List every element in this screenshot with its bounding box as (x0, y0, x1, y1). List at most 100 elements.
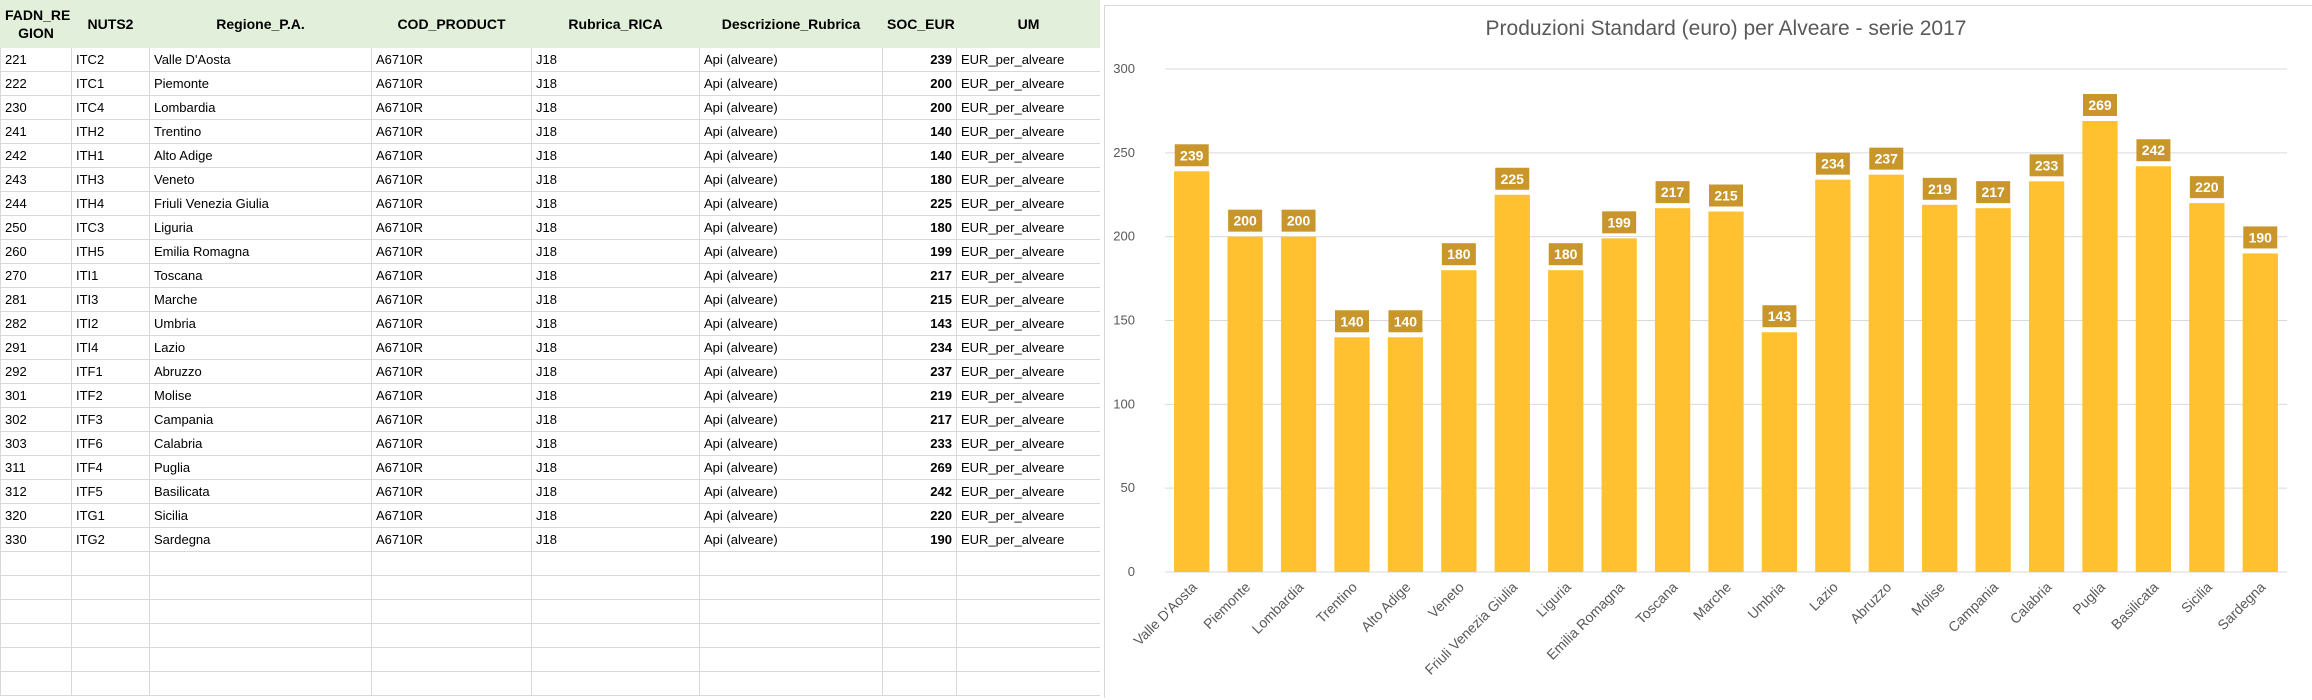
table-cell[interactable]: Basilicata (149, 479, 372, 504)
table-cell[interactable]: EUR_per_alveare (956, 479, 1100, 504)
table-cell[interactable]: Api (alveare) (699, 191, 883, 216)
table-cell[interactable]: 330 (0, 527, 72, 552)
table-cell[interactable]: ITF5 (71, 479, 150, 504)
table-cell[interactable]: Api (alveare) (699, 407, 883, 432)
table-cell[interactable]: Api (alveare) (699, 167, 883, 192)
empty-cell[interactable] (882, 551, 957, 576)
table-cell[interactable]: J18 (531, 527, 700, 552)
table-cell[interactable]: A6710R (371, 359, 532, 384)
table-cell[interactable]: EUR_per_alveare (956, 407, 1100, 432)
table-cell[interactable]: 242 (0, 143, 72, 168)
empty-cell[interactable] (699, 671, 883, 696)
empty-cell[interactable] (71, 599, 150, 624)
table-cell[interactable]: 281 (0, 287, 72, 312)
table-cell[interactable]: Alto Adige (149, 143, 372, 168)
table-cell[interactable]: Api (alveare) (699, 143, 883, 168)
table-cell[interactable]: EUR_per_alveare (956, 335, 1100, 360)
table-cell[interactable]: Api (alveare) (699, 431, 883, 456)
table-cell[interactable]: 320 (0, 503, 72, 528)
table-cell[interactable]: ITI3 (71, 287, 150, 312)
table-cell[interactable]: Api (alveare) (699, 119, 883, 144)
table-cell[interactable]: ITG1 (71, 503, 150, 528)
empty-cell[interactable] (71, 575, 150, 600)
table-cell[interactable]: Umbria (149, 311, 372, 336)
table-cell[interactable]: A6710R (371, 167, 532, 192)
chart-panel[interactable]: Produzioni Standard (euro) per Alveare -… (1104, 5, 2312, 698)
table-cell[interactable]: A6710R (371, 407, 532, 432)
table-cell[interactable]: 200 (882, 95, 957, 120)
table-cell[interactable]: A6710R (371, 455, 532, 480)
table-cell[interactable]: ITF1 (71, 359, 150, 384)
table-cell[interactable]: ITF3 (71, 407, 150, 432)
table-cell[interactable]: 140 (882, 143, 957, 168)
table-cell[interactable]: A6710R (371, 335, 532, 360)
table-cell[interactable]: ITF6 (71, 431, 150, 456)
table-cell[interactable]: EUR_per_alveare (956, 47, 1100, 72)
table-cell[interactable]: Lombardia (149, 95, 372, 120)
empty-cell[interactable] (371, 599, 532, 624)
table-cell[interactable]: 250 (0, 215, 72, 240)
empty-cell[interactable] (531, 671, 700, 696)
table-cell[interactable]: ITH3 (71, 167, 150, 192)
table-cell[interactable]: 217 (882, 407, 957, 432)
table-cell[interactable]: A6710R (371, 143, 532, 168)
table-cell[interactable]: ITF4 (71, 455, 150, 480)
empty-cell[interactable] (149, 551, 372, 576)
table-cell[interactable]: 180 (882, 215, 957, 240)
empty-cell[interactable] (371, 623, 532, 648)
table-cell[interactable]: ITF2 (71, 383, 150, 408)
empty-cell[interactable] (531, 623, 700, 648)
table-cell[interactable]: Puglia (149, 455, 372, 480)
empty-cell[interactable] (531, 647, 700, 672)
empty-cell[interactable] (0, 623, 72, 648)
empty-cell[interactable] (699, 623, 883, 648)
empty-cell[interactable] (882, 599, 957, 624)
empty-cell[interactable] (0, 551, 72, 576)
table-cell[interactable]: EUR_per_alveare (956, 143, 1100, 168)
empty-cell[interactable] (699, 599, 883, 624)
table-cell[interactable]: Calabria (149, 431, 372, 456)
table-cell[interactable]: 215 (882, 287, 957, 312)
table-cell[interactable]: Sicilia (149, 503, 372, 528)
column-header[interactable]: COD_PRODUCT (371, 0, 532, 48)
table-cell[interactable]: EUR_per_alveare (956, 215, 1100, 240)
table-cell[interactable]: J18 (531, 311, 700, 336)
table-cell[interactable]: ITI4 (71, 335, 150, 360)
table-cell[interactable]: J18 (531, 71, 700, 96)
table-cell[interactable]: A6710R (371, 479, 532, 504)
table-cell[interactable]: J18 (531, 407, 700, 432)
column-header[interactable]: Descrizione_Rubrica (699, 0, 883, 48)
table-cell[interactable]: Molise (149, 383, 372, 408)
table-cell[interactable]: 234 (882, 335, 957, 360)
empty-cell[interactable] (882, 623, 957, 648)
table-cell[interactable]: A6710R (371, 71, 532, 96)
empty-cell[interactable] (0, 575, 72, 600)
table-cell[interactable]: A6710R (371, 383, 532, 408)
table-cell[interactable]: Veneto (149, 167, 372, 192)
table-cell[interactable]: A6710R (371, 95, 532, 120)
table-cell[interactable]: Api (alveare) (699, 359, 883, 384)
table-cell[interactable]: A6710R (371, 503, 532, 528)
empty-cell[interactable] (956, 671, 1100, 696)
empty-cell[interactable] (956, 575, 1100, 600)
table-cell[interactable]: Trentino (149, 119, 372, 144)
empty-cell[interactable] (699, 575, 883, 600)
table-cell[interactable]: A6710R (371, 263, 532, 288)
table-cell[interactable]: Campania (149, 407, 372, 432)
table-cell[interactable]: J18 (531, 119, 700, 144)
table-cell[interactable]: 244 (0, 191, 72, 216)
column-header[interactable]: Regione_P.A. (149, 0, 372, 48)
table-cell[interactable]: Abruzzo (149, 359, 372, 384)
table-cell[interactable]: Valle D'Aosta (149, 47, 372, 72)
empty-cell[interactable] (882, 575, 957, 600)
empty-cell[interactable] (371, 647, 532, 672)
table-cell[interactable]: 200 (882, 71, 957, 96)
table-cell[interactable]: Api (alveare) (699, 479, 883, 504)
table-cell[interactable]: Toscana (149, 263, 372, 288)
table-cell[interactable]: A6710R (371, 47, 532, 72)
table-cell[interactable]: ITH1 (71, 143, 150, 168)
table-cell[interactable]: Api (alveare) (699, 71, 883, 96)
table-cell[interactable]: J18 (531, 455, 700, 480)
table-cell[interactable]: 301 (0, 383, 72, 408)
column-header[interactable]: Rubrica_RICA (531, 0, 700, 48)
